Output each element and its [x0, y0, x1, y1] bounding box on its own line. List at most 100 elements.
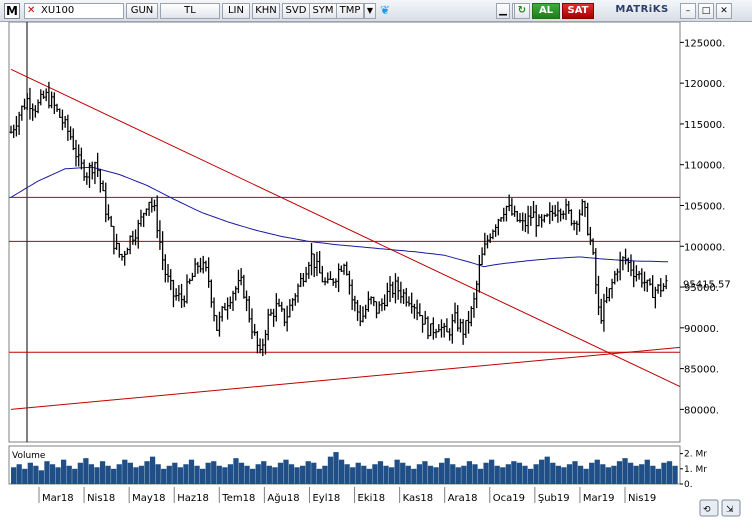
price-panel[interactable] — [8, 22, 681, 443]
settings-button[interactable]: ⟲ — [699, 499, 719, 517]
volume-bar — [450, 464, 456, 484]
sym-button[interactable]: SYM — [309, 3, 337, 19]
volume-bar — [633, 465, 639, 484]
volume-bar — [416, 464, 423, 484]
y-tick-label: 95000. — [684, 283, 719, 294]
sell-button[interactable]: SAT — [562, 3, 594, 19]
volume-bar — [233, 458, 239, 484]
chart-canvas[interactable]: 125000. 120000. 115000. 110000. 105000. 10000… — [0, 22, 752, 522]
volume-bar — [655, 468, 662, 484]
volume-bar — [199, 468, 206, 484]
menu-button[interactable]: M — [4, 3, 20, 19]
minimize-window-button[interactable]: – — [680, 3, 696, 19]
volume-bar — [155, 464, 161, 484]
volume-bar — [227, 464, 234, 484]
x-tick-label: Kas18 — [403, 493, 433, 504]
volume-label: Volume — [12, 451, 46, 461]
linear-scale-button[interactable]: LIN — [222, 3, 250, 19]
y-tick-label: 105000. — [684, 201, 725, 212]
volume-bar — [666, 461, 673, 484]
volume-bar — [500, 467, 506, 484]
volume-bar — [11, 467, 17, 484]
volume-bar — [172, 462, 178, 484]
khn-button[interactable]: KHN — [252, 3, 280, 19]
template-dropdown-button[interactable]: ▼ — [364, 3, 376, 19]
volume-bar — [77, 462, 83, 484]
volume-bar — [72, 468, 78, 484]
volume-bar — [333, 452, 339, 484]
volume-bar — [33, 465, 39, 484]
volume-bar — [600, 464, 606, 484]
volume-bar — [22, 468, 28, 484]
volume-tick-label: 2. Mr — [684, 450, 707, 460]
volume-bar — [122, 459, 128, 484]
price-chart[interactable]: 125000. 120000. 115000. 110000. 105000. 10000… — [0, 22, 752, 522]
volume-bar — [294, 467, 300, 484]
expand-icon: ⇲ — [726, 505, 734, 515]
x-tick-label: Şub19 — [538, 493, 570, 504]
volume-bar — [405, 465, 411, 484]
volume-tick-label: 0. — [684, 480, 693, 490]
toggle-panel-button[interactable]: ⇲ — [721, 499, 741, 517]
minimize-panel-button[interactable]: ▁ — [496, 3, 510, 19]
volume-bar — [561, 467, 567, 484]
volume-bar — [94, 467, 100, 484]
volume-bar — [472, 464, 478, 484]
close-window-button[interactable]: ✕ — [716, 3, 732, 19]
y-tick-label: 90000. — [684, 324, 719, 335]
maximize-window-button[interactable]: □ — [698, 3, 714, 19]
moving-average-line — [10, 166, 669, 268]
volume-bar — [344, 464, 350, 484]
brand-logo: MATRiKS — [615, 4, 669, 15]
maximize-icon: □ — [701, 6, 711, 16]
y-tick-label: 110000. — [684, 161, 725, 172]
y-tick-label: 115000. — [684, 120, 725, 131]
trend-line — [10, 68, 681, 387]
volume-bar — [238, 462, 245, 484]
volume-bar — [577, 465, 584, 484]
chevron-down-icon: ▼ — [366, 6, 374, 15]
volume-bar — [38, 470, 45, 484]
volume-bar — [511, 461, 517, 484]
green-action-icon[interactable]: ↻ — [514, 3, 530, 19]
volume-bar — [411, 468, 417, 484]
volume-bar — [205, 462, 211, 484]
x-tick-label: Nis19 — [628, 493, 656, 504]
currency-button[interactable]: TL — [160, 3, 220, 19]
volume-bar — [266, 465, 272, 484]
volume-bar — [111, 468, 117, 484]
volume-bar — [566, 464, 573, 484]
volume-bar — [311, 462, 317, 484]
close-icon[interactable]: ✕ — [27, 5, 36, 16]
minimize-window-icon: – — [685, 6, 691, 16]
volume-bar — [49, 464, 56, 484]
volume-bar — [216, 465, 222, 484]
volume-bar — [300, 465, 306, 484]
volume-bar — [377, 461, 384, 484]
symbol-field[interactable]: ✕ XU100 — [24, 3, 124, 19]
volume-bar — [388, 467, 395, 484]
buy-button[interactable]: AL — [532, 3, 560, 19]
volume-bar — [444, 458, 450, 484]
y-tick-label: 125000. — [684, 38, 725, 49]
volume-bar — [650, 465, 656, 484]
volume-bar — [522, 465, 528, 484]
svd-button[interactable]: SVD — [282, 3, 310, 19]
period-button[interactable]: GUN — [126, 3, 158, 19]
volume-bar — [322, 465, 328, 484]
twitter-icon[interactable]: ❦ — [379, 3, 391, 17]
volume-bar — [644, 459, 650, 484]
tmp-button[interactable]: TMP — [336, 3, 364, 19]
x-tick-label: Eyl18 — [312, 493, 340, 504]
volume-bar — [550, 462, 556, 484]
volume-bar — [183, 464, 189, 484]
volume-bar — [505, 464, 511, 484]
x-tick-label: Mar18 — [42, 493, 74, 504]
trend-line — [10, 346, 681, 410]
volume-bar — [355, 462, 361, 484]
volume-bar — [116, 464, 122, 484]
volume-bar — [627, 462, 634, 484]
volume-bar — [605, 467, 611, 484]
volume-bar — [539, 459, 545, 484]
x-tick-label: Haz18 — [177, 493, 209, 504]
